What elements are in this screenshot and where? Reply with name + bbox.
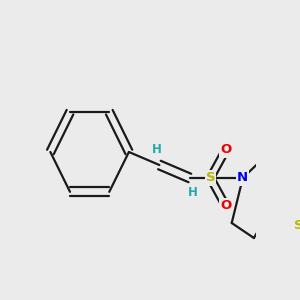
Text: H: H bbox=[152, 143, 162, 157]
Text: O: O bbox=[220, 200, 231, 212]
Text: N: N bbox=[237, 172, 248, 184]
Text: O: O bbox=[220, 143, 231, 157]
Text: S: S bbox=[206, 172, 215, 184]
Text: S: S bbox=[294, 220, 300, 232]
Text: H: H bbox=[188, 187, 197, 200]
